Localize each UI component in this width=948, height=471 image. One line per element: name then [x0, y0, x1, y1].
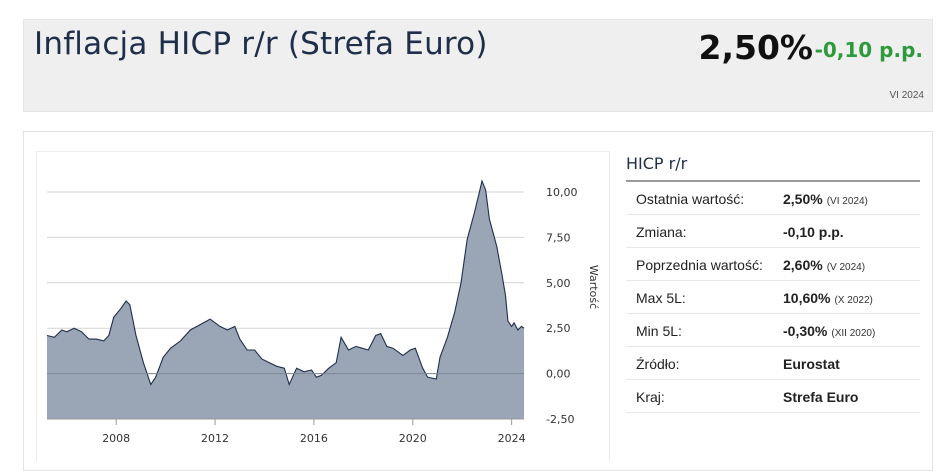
- stats-label: Źródło:: [636, 356, 680, 372]
- x-tick-label: 2016: [300, 432, 328, 445]
- stats-row: Ostatnia wartość: 2,50% (VI 2024): [626, 182, 920, 215]
- y-tick-label: 10,00: [546, 186, 578, 199]
- stats-note: (VI 2024): [827, 196, 868, 207]
- current-value: 2,50%: [699, 28, 814, 67]
- stats-value: 10,60% (X 2022): [783, 290, 873, 306]
- stats-note: (V 2024): [827, 262, 865, 273]
- stats-value: -0,10 p.p.: [783, 224, 844, 240]
- stats-value: -0,30% (XII 2020): [783, 323, 875, 339]
- area-fill: [47, 181, 524, 419]
- stats-label: Zmiana:: [636, 224, 687, 240]
- stats-row: Źródło: Eurostat: [626, 347, 920, 380]
- stats-value-text: 10,60%: [783, 290, 830, 306]
- stats-value-text: Strefa Euro: [783, 389, 858, 405]
- y-tick-label: 0,00: [546, 368, 571, 381]
- y-tick-label: -2,50: [546, 413, 574, 426]
- stats-row: Min 5L: -0,30% (XII 2020): [626, 314, 920, 347]
- y-tick-label: 7,50: [546, 231, 571, 244]
- stats-label: Ostatnia wartość:: [636, 191, 744, 207]
- stats-table: Ostatnia wartość: 2,50% (VI 2024) Zmiana: -0…: [626, 182, 920, 413]
- stats-value: 2,60% (V 2024): [783, 257, 865, 273]
- stats-value-text: 2,60%: [783, 257, 823, 273]
- stats-title: HICP r/r: [626, 154, 687, 173]
- stats-row: Kraj: Strefa Euro: [626, 380, 920, 413]
- stats-label: Poprzednia wartość:: [636, 257, 763, 273]
- stats-label: Min 5L:: [636, 323, 682, 339]
- x-tick-label: 2024: [498, 432, 526, 445]
- header-bar: Inflacja HICP r/r (Strefa Euro) 2,50% -0…: [23, 19, 933, 112]
- chart-container: 10,00 7,50 5,00 2,50 0,00 -2,50 2008 2012 2016 20…: [36, 151, 610, 461]
- stats-label: Max 5L:: [636, 290, 686, 306]
- page-title: Inflacja HICP r/r (Strefa Euro): [34, 26, 488, 62]
- stats-value-text: Eurostat: [783, 356, 840, 372]
- stats-value-text: -0,10 p.p.: [783, 224, 844, 240]
- x-tick-label: 2008: [102, 432, 130, 445]
- stats-value: 2,50% (VI 2024): [783, 191, 868, 207]
- x-tick-label: 2020: [399, 432, 427, 445]
- stats-note: (XII 2020): [831, 328, 875, 339]
- x-tick-label: 2012: [201, 432, 229, 445]
- stats-row: Poprzednia wartość: 2,60% (V 2024): [626, 248, 920, 281]
- stats-row: Max 5L: 10,60% (X 2022): [626, 281, 920, 314]
- stats-value: Strefa Euro: [783, 389, 858, 405]
- stats-value-text: 2,50%: [783, 191, 823, 207]
- stats-row: Zmiana: -0,10 p.p.: [626, 215, 920, 248]
- inflation-area-chart: 10,00 7,50 5,00 2,50 0,00 -2,50 2008 2012 2016 20…: [37, 152, 611, 462]
- stats-label: Kraj:: [636, 389, 665, 405]
- period-label: VI 2024: [890, 90, 924, 101]
- stats-note: (X 2022): [834, 295, 872, 306]
- stats-value: Eurostat: [783, 356, 840, 372]
- y-tick-label: 2,50: [546, 322, 571, 335]
- stats-value-text: -0,30%: [783, 323, 827, 339]
- y-axis-title: Wartość: [587, 265, 600, 309]
- change-value: -0,10 p.p.: [815, 38, 923, 62]
- y-tick-label: 5,00: [546, 277, 571, 290]
